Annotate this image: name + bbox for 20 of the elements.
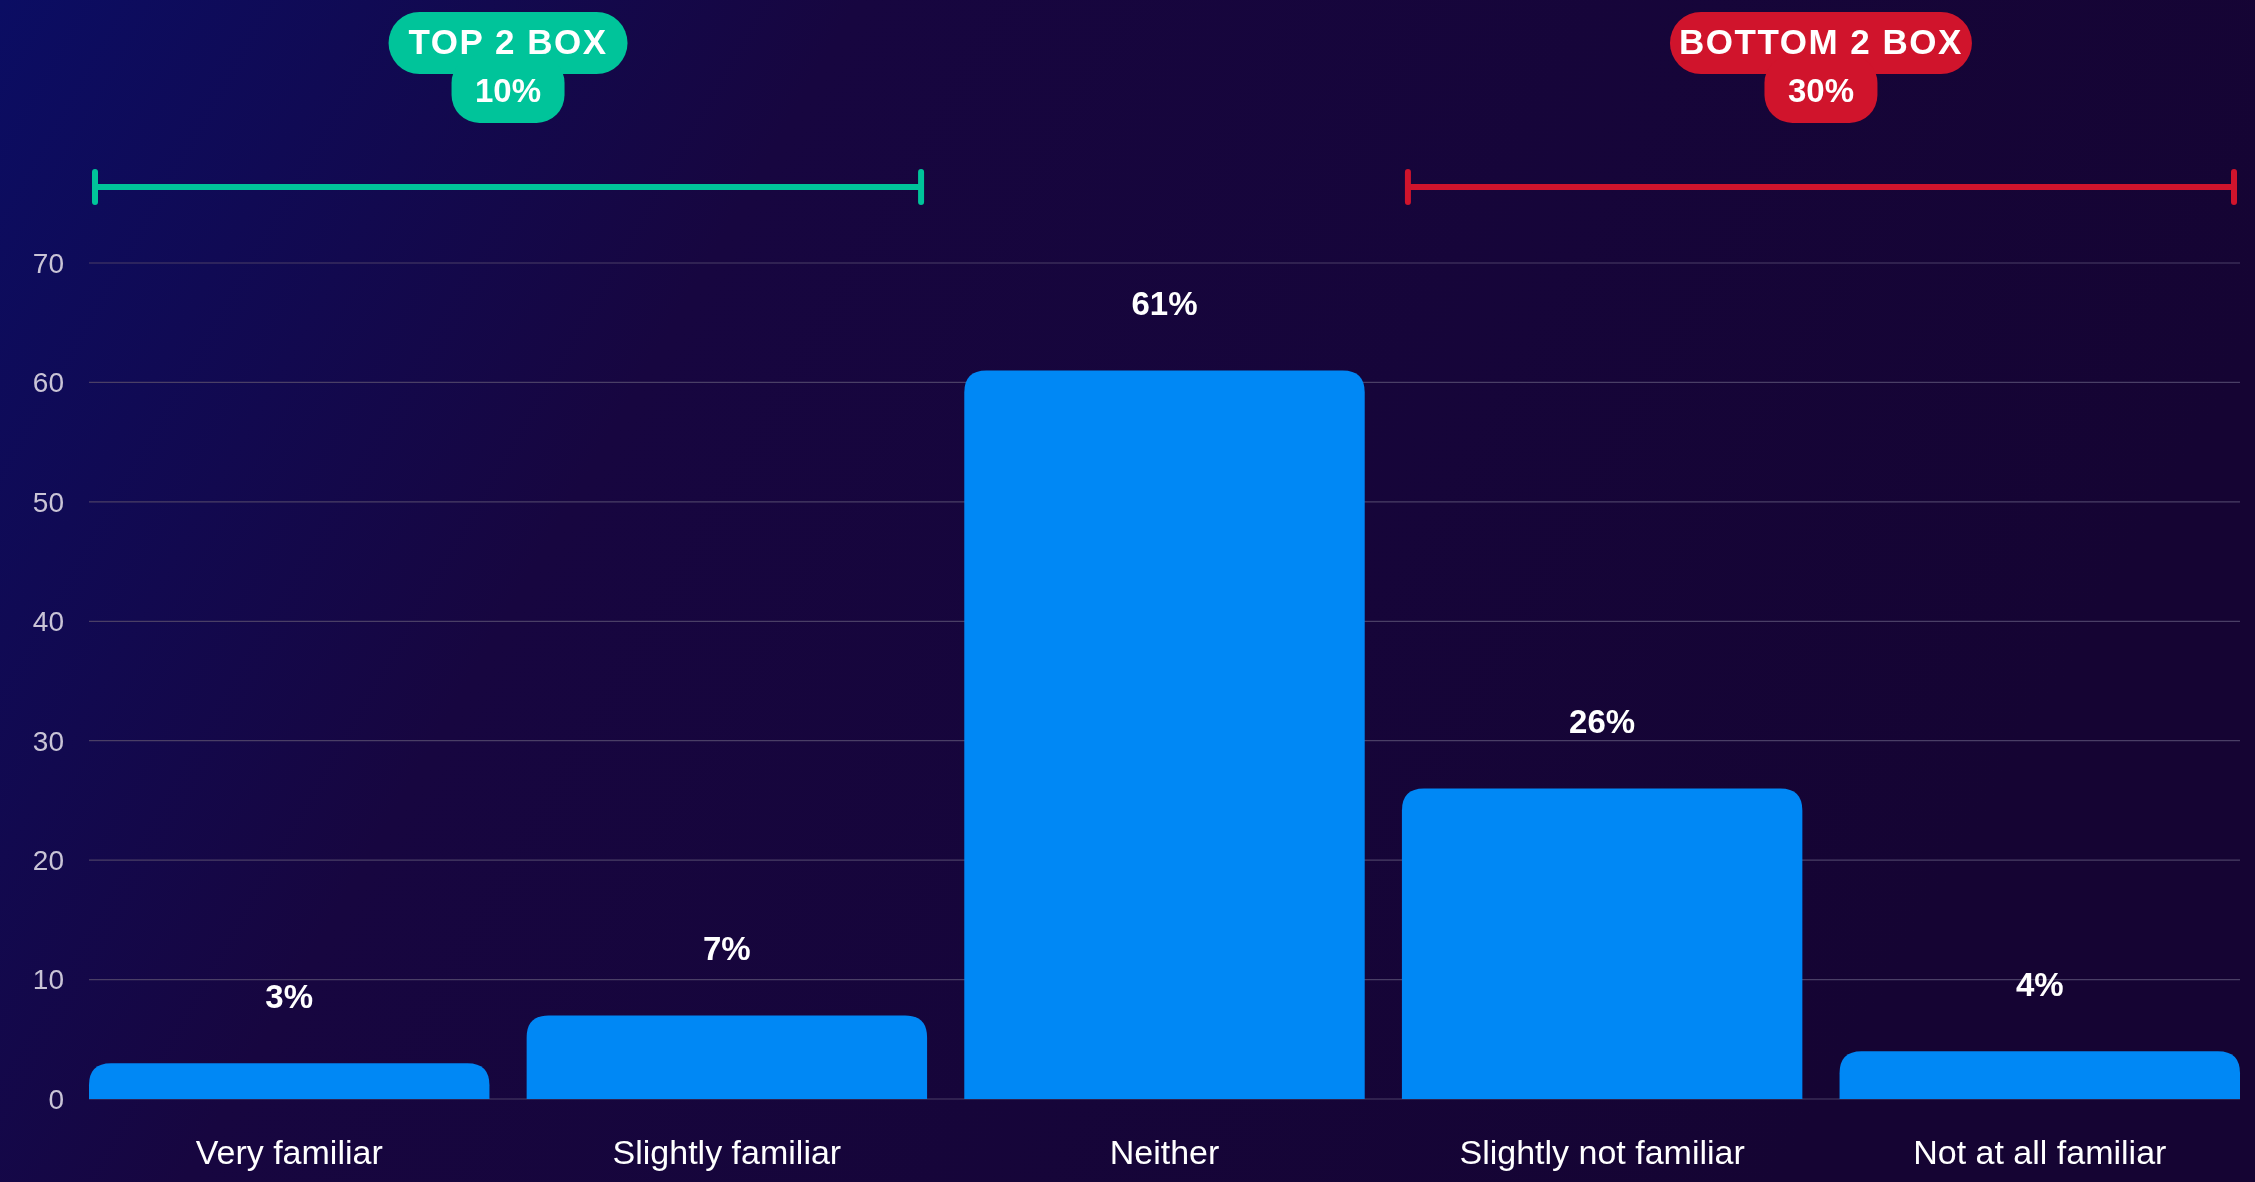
- x-tick-label: Neither: [1109, 1133, 1220, 1171]
- y-tick-label: 70: [32, 247, 64, 279]
- data-label: 7%: [703, 930, 751, 968]
- x-tick-label: Slightly familiar: [612, 1133, 842, 1171]
- x-tick-label: Not at all familiar: [1913, 1133, 2167, 1171]
- y-tick-label: 10: [32, 964, 64, 996]
- data-label: 26%: [1569, 703, 1636, 741]
- text: BOTTOM 2 BOX 30%: [1679, 22, 1963, 109]
- y-tick-label: 40: [32, 606, 64, 638]
- data-label: 3%: [265, 978, 314, 1016]
- y-tick-label: 30: [32, 725, 64, 757]
- x-tick-label: Very familiar: [195, 1133, 383, 1171]
- data-label: 61%: [1131, 285, 1198, 323]
- y-tick-label: 0: [48, 1083, 64, 1115]
- x-tick-label: Slightly not familiar: [1459, 1133, 1745, 1171]
- text: TOP 2 BOX 10%: [408, 22, 608, 109]
- y-tick-label: 50: [32, 486, 64, 518]
- y-tick-label: 20: [32, 844, 64, 876]
- y-tick-label: 60: [32, 367, 64, 399]
- data-label: 4%: [2015, 966, 2064, 1004]
